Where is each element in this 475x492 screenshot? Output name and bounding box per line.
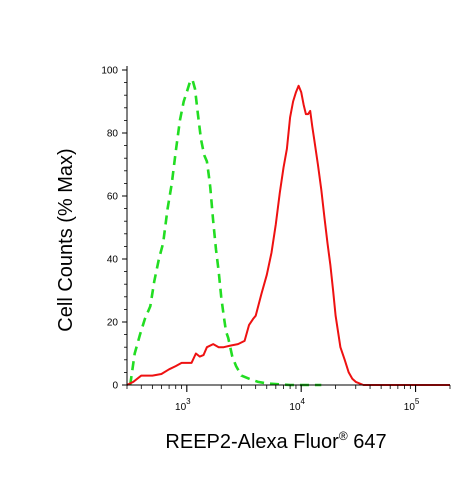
x-tick-label-exponent: 3 [186, 397, 191, 406]
x-tick-label-exponent: 4 [301, 397, 306, 406]
y-tick-label: 0 [112, 381, 118, 392]
x-tick-label-base: 10 [175, 402, 187, 413]
x-tick-label-base: 10 [404, 402, 416, 413]
y-tick-label: 60 [107, 192, 119, 203]
series-line-dashed-green [128, 78, 322, 387]
y-ticks: 0 20 40 60 80 100 [101, 66, 127, 392]
x-tick-label: 104 [289, 397, 305, 413]
x-axis-title-main: REEP2-Alexa Fluor [165, 431, 339, 453]
x-axis-title-suffix: 647 [348, 431, 387, 453]
plot-area [126, 78, 450, 387]
x-tick-label-base: 10 [289, 402, 301, 413]
y-tick-label: 40 [107, 255, 119, 266]
y-axis-title: Cell Counts (% Max) [55, 148, 77, 331]
y-tick-label: 100 [101, 66, 118, 77]
y-tick-label: 80 [107, 129, 119, 140]
x-tick-label: 103 [175, 397, 191, 413]
series-line-solid-red [126, 84, 450, 386]
x-axis-title-superscript: ® [339, 429, 348, 443]
x-axis-title: REEP2-Alexa Fluor® 647 [165, 429, 386, 453]
y-tick-label: 20 [107, 318, 119, 329]
x-tick-label-exponent: 5 [415, 397, 420, 406]
x-tick-label: 105 [404, 397, 420, 413]
